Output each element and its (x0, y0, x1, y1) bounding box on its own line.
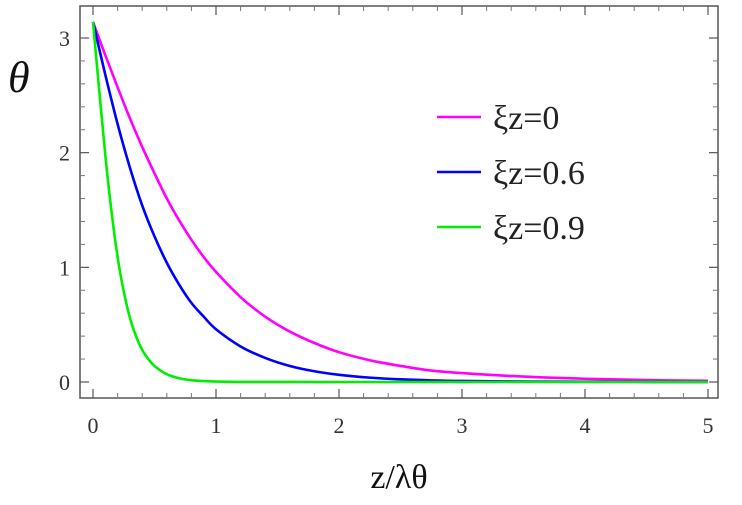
legend-label-1: ξz=0.6 (493, 155, 585, 192)
x-tick-label: 0 (88, 413, 99, 438)
x-tick-label: 1 (211, 413, 222, 438)
x-axis-label: z/λθ (370, 459, 427, 496)
axis-ticks (80, 6, 718, 398)
x-tick-label: 4 (580, 413, 591, 438)
y-tick-label: 0 (59, 370, 70, 395)
series-line-0 (91, 21, 709, 383)
y-tick-label: 1 (59, 255, 70, 280)
plot-frame (79, 5, 719, 399)
legend-label-2: ξz=0.9 (493, 210, 585, 247)
y-tick-label: 2 (59, 141, 70, 166)
x-tick-label: 3 (457, 413, 468, 438)
series-lines (91, 21, 709, 384)
series-line-1 (91, 21, 709, 384)
y-tick-label: 3 (59, 26, 70, 51)
tick-labels: 0 1 2 3 4 5 0 1 2 3 (59, 26, 714, 438)
y-axis-label: θ (8, 53, 30, 102)
legend: ξz=0 ξz=0.6 ξz=0.9 (437, 100, 585, 247)
legend-label-0: ξz=0 (493, 100, 559, 137)
series-line-2 (91, 21, 708, 384)
x-tick-label: 2 (334, 413, 345, 438)
x-tick-label: 5 (703, 413, 714, 438)
